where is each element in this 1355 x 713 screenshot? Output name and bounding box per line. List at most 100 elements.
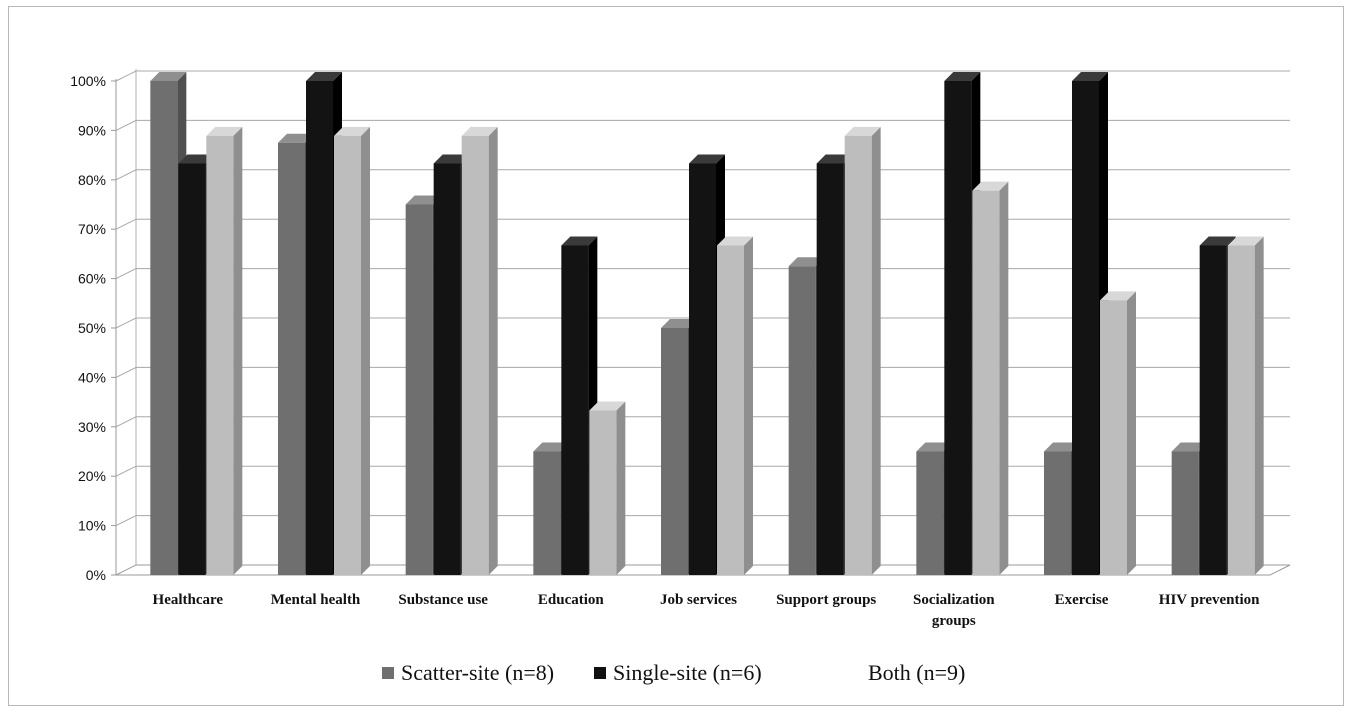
category-label: Job services (660, 592, 737, 608)
bar-side (744, 236, 753, 575)
bar-top (334, 126, 370, 136)
bar-side (361, 126, 370, 576)
bar-front (1072, 81, 1099, 575)
gridlines (115, 70, 1290, 527)
bar-both-6 (972, 181, 1009, 575)
gridline (115, 515, 1290, 527)
bar-front (533, 451, 561, 575)
y-axis: 0% 10% 20% 30% 40% 50% 60% 70% 80% 90% 100% (70, 73, 116, 583)
bar-both-5 (844, 126, 881, 576)
y-tick-label: 60% (78, 271, 106, 287)
bar-top (844, 126, 881, 136)
bar-top (1072, 72, 1108, 81)
bar-top (944, 72, 981, 81)
y-tick-label: 20% (78, 468, 106, 484)
bar-top (150, 72, 187, 81)
bar-top (561, 236, 598, 246)
bar-front (717, 245, 744, 575)
bar-both-7 (1100, 291, 1136, 575)
bar-side (1254, 236, 1264, 575)
bar-front (178, 163, 206, 576)
bar-top (433, 154, 470, 164)
legend-swatch-both (849, 667, 861, 679)
bar-front (1227, 245, 1255, 575)
bar-top (1199, 236, 1236, 246)
bar-top (533, 442, 570, 452)
bar-top (788, 257, 825, 267)
y-tick-label: 40% (78, 369, 106, 385)
gridline (115, 70, 1290, 82)
bar-top (816, 154, 853, 164)
bar-front (306, 81, 333, 575)
bar-front (972, 190, 1000, 575)
bar-top (1100, 291, 1136, 301)
bar-side (871, 126, 881, 576)
gridline (115, 268, 1290, 280)
bar-side (616, 401, 626, 575)
category-label: Mental health (271, 592, 361, 608)
gridline (115, 416, 1290, 428)
legend-item-single: Single-site (n=6) (594, 655, 762, 691)
bar-top (589, 401, 626, 411)
legend-label-scatter: Scatter-site (n=8) (401, 660, 555, 685)
category-label: Substance use (398, 592, 488, 608)
y-tick-label: 0% (86, 567, 106, 583)
bar-top (689, 154, 725, 164)
legend-label-single: Single-site (n=6) (613, 660, 762, 685)
y-tick-label: 30% (78, 419, 106, 435)
bar-top (178, 154, 215, 164)
bar-front (278, 142, 305, 575)
bar-top (1227, 236, 1264, 246)
category-label: Education (538, 592, 605, 608)
bar-top (206, 126, 243, 136)
bar-side (1127, 291, 1136, 575)
bar-front (433, 163, 461, 576)
bar-front (944, 81, 972, 575)
bar-top (461, 126, 498, 136)
gridline (115, 169, 1290, 181)
bar-front (561, 245, 589, 575)
gridline (115, 465, 1290, 477)
bar-top (306, 72, 342, 81)
bar-front (206, 135, 234, 576)
gridline (115, 317, 1290, 329)
bar-front (788, 266, 816, 575)
category-label: Support groups (776, 592, 876, 608)
bar-top (405, 195, 442, 205)
bar-front (816, 163, 844, 576)
legend-item-both: Both (n=9) (849, 655, 965, 691)
legend-swatch-scatter (382, 667, 394, 679)
bar-front (916, 451, 944, 575)
legend: Scatter-site (n=8) Single-site (n=6) Bot… (0, 655, 1355, 691)
bar-both-4 (717, 236, 753, 575)
y-tick-label: 100% (70, 73, 106, 89)
gridline (115, 119, 1290, 131)
bar-front (661, 328, 688, 575)
bars (150, 72, 1264, 576)
bar-side (233, 126, 243, 576)
bar-front (1100, 300, 1127, 575)
bar-both-1 (334, 126, 370, 576)
gridline (115, 218, 1290, 230)
bar-front (405, 204, 433, 575)
bar-top (1044, 442, 1080, 452)
bar-top (1171, 442, 1208, 452)
bar-top (916, 442, 953, 452)
category-label: Socialization (913, 592, 995, 608)
category-label: Exercise (1055, 592, 1109, 608)
bar-both-0 (206, 126, 243, 576)
bar-side (999, 181, 1009, 575)
bar-top (278, 133, 314, 143)
category-label: HIV prevention (1159, 592, 1260, 608)
bar-front (689, 163, 716, 576)
x-axis: Healthcare Mental health Substance use Educ… (153, 592, 1261, 629)
bar-front (334, 135, 361, 576)
category-label: groups (932, 613, 976, 629)
gridline (115, 366, 1290, 378)
category-label: Healthcare (153, 592, 224, 608)
bar-both-3 (589, 401, 626, 575)
bar-front (150, 81, 178, 575)
bar-both-8 (1227, 236, 1264, 575)
bar-top (972, 181, 1009, 191)
